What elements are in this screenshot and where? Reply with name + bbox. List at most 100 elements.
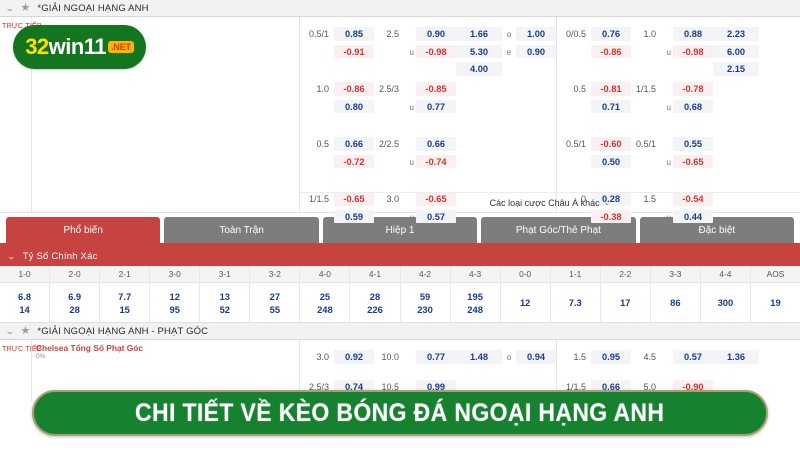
favorite-star-icon[interactable]: ★ [20,324,31,337]
odds-cell[interactable]: -0.65 [334,192,374,206]
odds-cell[interactable]: 0.88 [673,27,713,41]
odds-cell[interactable]: -0.38 [591,209,631,223]
score-odds-cell[interactable]: 27 [269,290,281,302]
score-odds-cell[interactable]: 230 [417,303,433,315]
odds-cell[interactable]: 2.23 [713,27,759,41]
score-odds-cell[interactable]: 25 [319,290,331,302]
score-column: 4-1 28 226 [350,266,401,322]
score-odds-cell[interactable]: 7.3 [568,297,582,308]
odds-cell[interactable]: 1.48 [456,350,502,364]
odds-cell[interactable]: -0.78 [673,82,713,96]
odds-cell[interactable]: -0.74 [416,154,456,168]
site-logo[interactable]: 32 win11 .NET [13,25,146,69]
score-odds-cell[interactable]: 15 [119,303,130,315]
score-odds-cell[interactable]: 14 [19,303,30,315]
odds-cell[interactable]: -0.86 [591,44,631,58]
odds-cell[interactable]: -0.60 [591,137,631,151]
odds-cell[interactable]: 1.00 [516,27,556,41]
exact-score-header[interactable]: ⌄ Tỷ Số Chính Xác [0,246,800,266]
score-odds-cell[interactable]: 300 [717,297,734,308]
odds-half-right-1: 0/0.50.76-0.861.0xu0.88-0.982.236.002.15… [556,17,800,223]
league-header-2[interactable]: ⌄ ★ *GIẢI NGOẠI HẠNG ANH - PHẠT GÓC [0,323,800,340]
score-odds-cell[interactable]: 86 [670,297,681,308]
odds-cell[interactable]: -0.98 [673,44,713,58]
tab-4[interactable]: Đặc biệt [639,217,795,243]
odds-cell[interactable]: 0.85 [334,27,374,41]
odds-cell[interactable]: 0.80 [334,99,374,113]
score-column-body: 7.3 [550,283,600,322]
odds-cell[interactable]: -0.98 [416,44,456,58]
score-odds-cell[interactable]: 52 [219,303,230,315]
score-odds-cell[interactable]: 6.9 [68,290,82,302]
score-odds-cell[interactable]: 28 [69,303,80,315]
tab-0[interactable]: Phổ biến [6,217,161,243]
handicap-odds: -0.65 0.59 [334,192,374,223]
odds-cell[interactable]: 0.44 [673,209,713,223]
odds-cell[interactable]: 0.95 [591,350,631,364]
odds-cell[interactable]: -0.86 [334,82,374,96]
tab-1[interactable]: Toàn Trận [164,217,319,243]
score-odds-cell[interactable]: 12 [169,290,180,302]
odds-cell[interactable]: 6.00 [713,44,759,58]
collapse-chevron-icon[interactable]: ⌄ [4,325,15,336]
odds-cell[interactable]: -0.54 [673,192,713,206]
odds-cell[interactable]: 0.90 [416,27,456,41]
odds-cell[interactable]: 0.50 [591,154,631,168]
odds-cell[interactable]: 4.00 [456,62,502,76]
odds-cell[interactable]: 0.71 [591,99,631,113]
odds-cell[interactable]: 5.30 [456,44,502,58]
score-odds-cell[interactable]: 59 [419,290,431,302]
score-odds-cell[interactable]: 248 [467,303,483,315]
odds-cell[interactable]: 0.59 [334,209,374,223]
odds-cell[interactable]: 0.57 [673,350,713,364]
odds-cell[interactable]: 0.92 [334,350,374,364]
score-column: 4-3 195 248 [450,266,501,322]
odds-cell[interactable]: 0.76 [591,27,631,41]
odds-cell[interactable]: 1.36 [713,350,759,364]
score-odds-cell[interactable]: 6.8 [18,290,32,302]
score-odds-cell[interactable]: 13 [219,290,230,302]
odds-cell[interactable]: 0.68 [673,99,713,113]
odd-even-mark: e [506,46,512,57]
score-odds-cell[interactable]: 28 [369,290,381,302]
score-odds-cell[interactable]: 55 [269,303,281,315]
odds-cell[interactable]: 0.90 [516,44,556,58]
collapse-chevron-icon[interactable]: ⌄ [4,2,15,13]
odds-cell[interactable]: 0.28 [591,192,631,206]
score-odds-cell[interactable]: 226 [367,303,383,315]
score-odds-cell[interactable]: 95 [169,303,180,315]
odds-cell[interactable]: 0.77 [416,99,456,113]
score-odds-cell[interactable]: 19 [770,297,781,308]
odds-cell[interactable]: -0.81 [591,82,631,96]
odds-cell[interactable]: 0.77 [416,350,456,364]
score-odds-cell[interactable]: 195 [467,290,483,302]
handicap-odds: 0.66 -0.72 [334,137,374,168]
odds-cell[interactable]: -0.91 [334,44,374,58]
other-asian-bets-toggle[interactable]: Các loại cược Châu Á khác ⌄ [300,192,800,212]
handicap-odds: 0.95 [591,350,631,364]
odds-cell[interactable]: 0.66 [416,137,456,151]
handicap-odds: -0.86 0.80 [334,82,374,113]
odds-cell[interactable]: -0.85 [416,82,456,96]
odds-cell[interactable]: 0.57 [416,209,456,223]
one-x-two-odds: 2.23 6.00 2.15 [713,27,759,76]
odds-cell[interactable]: -0.65 [673,154,713,168]
favorite-star-icon[interactable]: ★ [20,1,31,14]
odds-cell[interactable]: -0.72 [334,154,374,168]
odds-cell[interactable]: 0.55 [673,137,713,151]
ou-line: 2.5 [386,29,399,39]
score-odds-cell[interactable]: 17 [620,297,631,308]
odds-cell[interactable]: 0.66 [334,137,374,151]
score-odds-cell[interactable]: 248 [317,303,333,315]
league-header-1[interactable]: ⌄ ★ *GIẢI NGOẠI HẠNG ANH [0,0,800,17]
one-x-two-odds: 1.36 [713,350,759,364]
odds-cell[interactable]: 2.15 [713,62,759,76]
odds-cell[interactable]: -0.65 [416,192,456,206]
ou-mark: x [661,137,673,151]
odds-cell[interactable]: 0.94 [516,350,556,364]
logo-text-win: win11 [48,34,107,59]
score-odds-cell[interactable]: 12 [519,297,531,308]
score-odds-cell[interactable]: 7.7 [118,290,132,302]
odds-cell[interactable]: 1.66 [456,27,502,41]
ou-line: 10.5 [381,382,399,392]
